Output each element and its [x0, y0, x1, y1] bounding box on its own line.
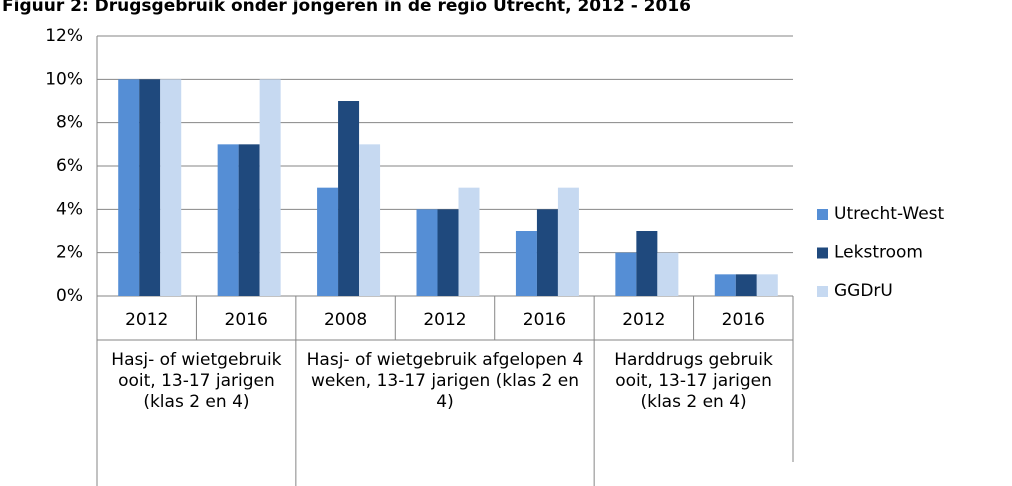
bar — [536, 209, 558, 296]
bar — [118, 79, 140, 296]
x-tick-label: 2008 — [324, 310, 367, 330]
legend-label: Utrecht-West — [834, 204, 945, 224]
bar — [714, 274, 736, 296]
bar — [416, 209, 438, 296]
bar — [615, 252, 637, 296]
bar — [217, 144, 239, 296]
group-label: Harddrugs gebruik ooit, 13-17 jarigen (k… — [614, 350, 773, 412]
bar — [756, 274, 778, 296]
x-tick-label: 2012 — [125, 310, 168, 330]
group-label: Hasj- of wietgebruik afgelopen 4 weken, … — [306, 350, 584, 412]
y-tick-label: 6% — [56, 156, 83, 176]
bar — [636, 231, 658, 296]
x-tick-label: 2016 — [722, 310, 765, 330]
y-tick-label: 10% — [45, 69, 83, 89]
bar — [657, 252, 679, 296]
x-tick-label: 2016 — [225, 310, 268, 330]
bar — [557, 187, 579, 296]
legend-label: GGDrU — [834, 281, 893, 301]
bar — [317, 187, 339, 296]
bar — [139, 79, 161, 296]
y-tick-label: 12% — [45, 26, 83, 46]
y-tick-label: 4% — [56, 199, 83, 219]
chart-title: Figuur 2: Drugsgebruik onder jongeren in… — [2, 0, 691, 16]
bar — [359, 144, 381, 296]
y-tick-label: 8% — [56, 113, 83, 133]
bar — [160, 79, 182, 296]
y-tick-label: 0% — [56, 286, 83, 306]
x-tick-label: 2016 — [523, 310, 566, 330]
bar — [437, 209, 459, 296]
y-tick-label: 2% — [56, 243, 83, 263]
bar — [735, 274, 757, 296]
legend-swatch — [817, 247, 828, 259]
bar — [338, 101, 360, 296]
bar — [238, 144, 260, 296]
x-tick-label: 2012 — [423, 310, 466, 330]
group-label: Hasj- of wietgebruik ooit, 13-17 jarigen… — [111, 350, 282, 412]
bar — [458, 187, 480, 296]
x-tick-label: 2012 — [622, 310, 665, 330]
legend-swatch — [817, 209, 828, 220]
bar — [515, 231, 537, 296]
legend-label: Lekstroom — [834, 243, 923, 263]
legend-swatch — [817, 286, 828, 297]
bar — [259, 79, 281, 296]
